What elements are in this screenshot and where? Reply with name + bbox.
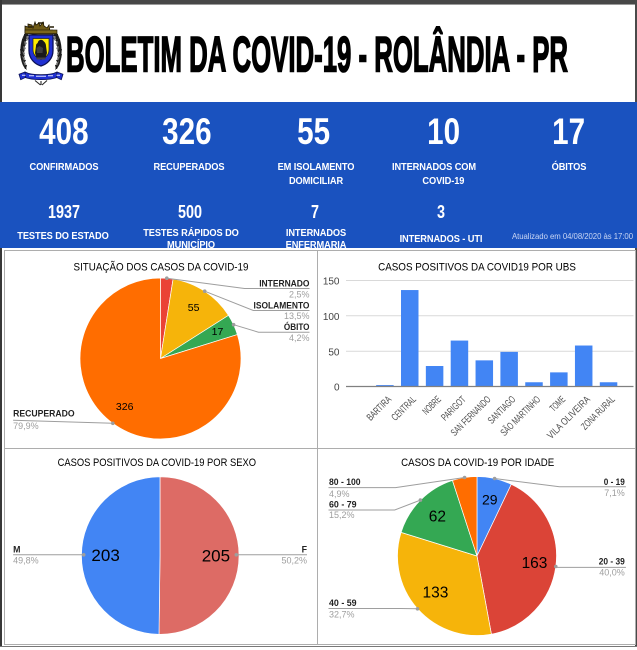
svg-text:15,2%: 15,2% bbox=[329, 510, 355, 520]
svg-text:INTERNADO: INTERNADO bbox=[259, 279, 309, 289]
svg-text:M: M bbox=[13, 545, 20, 555]
svg-text:BARTIRA: BARTIRA bbox=[364, 394, 393, 423]
svg-text:163: 163 bbox=[521, 555, 547, 572]
svg-text:133: 133 bbox=[422, 584, 448, 601]
svg-text:49,8%: 49,8% bbox=[13, 556, 39, 566]
svg-text:40 - 59: 40 - 59 bbox=[329, 598, 357, 608]
svg-text:CASOS POSITIVOS DA COVID19 POR: CASOS POSITIVOS DA COVID19 POR UBS bbox=[378, 261, 576, 273]
svg-text:BOLETIM DA COVID-19 - ROLÂNDIA: BOLETIM DA COVID-19 - ROLÂNDIA - PR bbox=[66, 27, 568, 79]
svg-text:4,2%: 4,2% bbox=[288, 333, 309, 343]
svg-text:0: 0 bbox=[333, 383, 339, 394]
svg-text:17: 17 bbox=[211, 326, 223, 338]
svg-text:ISOLAMENTO: ISOLAMENTO bbox=[253, 300, 309, 310]
svg-text:29: 29 bbox=[482, 491, 498, 507]
svg-text:50,2%: 50,2% bbox=[281, 556, 307, 566]
svg-text:100: 100 bbox=[322, 312, 339, 323]
svg-text:0 - 19: 0 - 19 bbox=[603, 477, 624, 487]
svg-text:F: F bbox=[301, 545, 307, 555]
svg-text:CASOS POSITIVOS DA COVID-19 PO: CASOS POSITIVOS DA COVID-19 POR SEXO bbox=[57, 457, 256, 469]
svg-text:326: 326 bbox=[115, 401, 133, 413]
svg-text:ÓBITO: ÓBITO bbox=[283, 321, 309, 332]
svg-text:13,5%: 13,5% bbox=[283, 311, 309, 321]
svg-text:60 - 79: 60 - 79 bbox=[329, 499, 357, 509]
svg-text:80 - 100: 80 - 100 bbox=[329, 477, 361, 487]
svg-text:4,9%: 4,9% bbox=[329, 489, 350, 499]
svg-text:150: 150 bbox=[322, 277, 339, 288]
svg-text:32,7%: 32,7% bbox=[329, 610, 355, 620]
svg-text:TOME: TOME bbox=[548, 394, 568, 414]
svg-text:CASOS DA COVID-19 POR IDADE: CASOS DA COVID-19 POR IDADE bbox=[401, 457, 554, 469]
svg-text:55: 55 bbox=[187, 302, 199, 314]
svg-text:RECUPERADO: RECUPERADO bbox=[13, 408, 75, 418]
svg-text:CENTRAL: CENTRAL bbox=[389, 394, 418, 423]
svg-text:2,5%: 2,5% bbox=[288, 290, 309, 300]
svg-text:20 - 39: 20 - 39 bbox=[598, 556, 624, 566]
svg-text:205: 205 bbox=[201, 547, 229, 566]
svg-text:203: 203 bbox=[91, 546, 119, 565]
svg-text:50: 50 bbox=[328, 347, 340, 358]
svg-text:SITUAÇÃO DOS CASOS DA COVID-19: SITUAÇÃO DOS CASOS DA COVID-19 bbox=[73, 260, 248, 273]
svg-text:40,0%: 40,0% bbox=[599, 567, 625, 577]
svg-text:79,9%: 79,9% bbox=[13, 421, 39, 431]
svg-text:62: 62 bbox=[428, 508, 445, 525]
svg-text:7,1%: 7,1% bbox=[604, 488, 625, 498]
